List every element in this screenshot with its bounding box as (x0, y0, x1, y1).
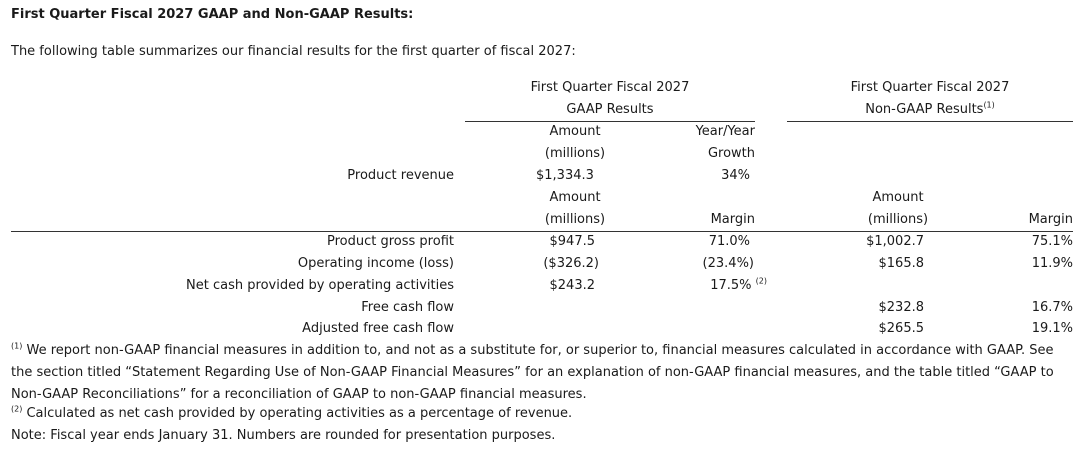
row-label: Operating income (loss) (297, 256, 454, 271)
gaap-margin: 17.5% (2) (710, 276, 767, 293)
footnote-2: (2) Calculated as net cash provided by o… (11, 404, 573, 421)
footnote-1: (1) We report non-GAAP financial measure… (11, 341, 1054, 402)
gaap-amount: $947.5 (549, 234, 596, 249)
col-amount-label: Amount (549, 190, 601, 205)
footnote-marker: (2) (11, 404, 23, 414)
nongaap-margin: 75.1% (1031, 234, 1073, 249)
footnote-marker: (1) (11, 341, 23, 351)
section-title: First Quarter Fiscal 2027 GAAP and Non-G… (11, 7, 414, 22)
gaap-amount: $243.2 (549, 278, 596, 293)
row-label: Product gross profit (327, 234, 454, 249)
gaap-header-rule (465, 121, 755, 122)
gaap-header-line2: GAAP Results (566, 102, 654, 117)
ng-col-amount-label: Amount (872, 190, 924, 205)
col-margin-label: Margin (710, 212, 755, 227)
revenue-amount: $1,334.3 (536, 168, 594, 183)
ng-col-millions-label: (millions) (867, 212, 929, 227)
row-label: Free cash flow (361, 300, 454, 315)
table-body-rule (11, 231, 1073, 232)
fiscal-note: Note: Fiscal year ends January 31. Numbe… (11, 428, 556, 443)
col-millions-label: (millions) (544, 212, 606, 227)
nongaap-amount: $232.8 (878, 300, 925, 315)
nongaap-margin: 11.9% (1031, 256, 1073, 271)
col-growth-label: Growth (707, 146, 755, 161)
row-label: Net cash provided by operating activitie… (186, 278, 454, 293)
nongaap-header-line1: First Quarter Fiscal 2027 (850, 80, 1010, 95)
gaap-amount: ($326.2) (543, 256, 599, 271)
revenue-growth: 34% (721, 168, 750, 183)
nongaap-amount: $1,002.7 (866, 234, 924, 249)
ng-col-margin-label: Margin (1028, 212, 1073, 227)
revenue-label: Product revenue (347, 168, 454, 183)
gaap-margin: (23.4%) (702, 256, 754, 271)
nongaap-amount: $265.5 (878, 321, 925, 336)
gaap-header-line1: First Quarter Fiscal 2027 (530, 80, 690, 95)
nongaap-header-line2: Non-GAAP Results(1) (865, 100, 995, 117)
gaap-margin: 71.0% (708, 234, 750, 249)
col-millions-label: (millions) (544, 146, 606, 161)
nongaap-amount: $165.8 (878, 256, 925, 271)
intro-text: The following table summarizes our finan… (11, 44, 576, 59)
col-amount-label: Amount (549, 124, 601, 139)
footnote-ref: (1) (983, 100, 995, 110)
col-yoy-label: Year/Year (695, 124, 755, 139)
nongaap-margin: 16.7% (1031, 300, 1073, 315)
nongaap-header-rule (787, 121, 1073, 122)
footnote-ref: (2) (755, 276, 767, 286)
nongaap-margin: 19.1% (1031, 321, 1073, 336)
row-label: Adjusted free cash flow (302, 321, 454, 336)
